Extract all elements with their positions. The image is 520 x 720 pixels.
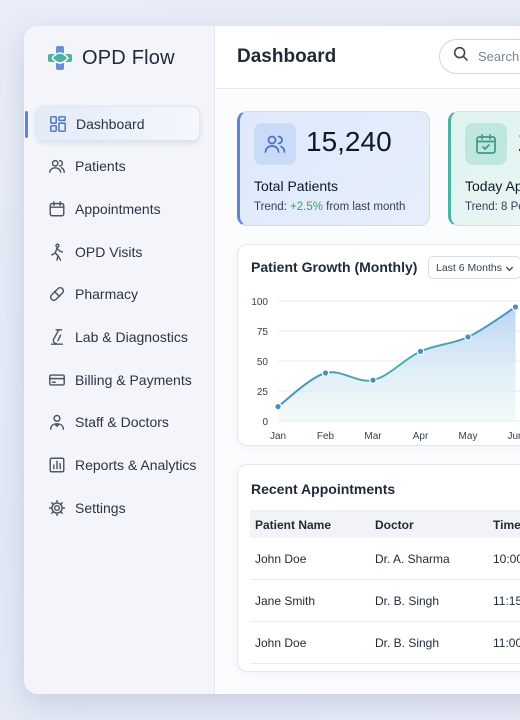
dashboard-grid-icon — [48, 114, 68, 134]
sidebar-item-label: Staff & Doctors — [75, 414, 169, 431]
doctor-cell: Dr. A. Sharma — [375, 551, 450, 566]
range-dropdown[interactable]: Last 6 Months — [428, 256, 520, 279]
sidebar-item-dashboard[interactable]: Dashboard — [25, 106, 200, 141]
table-row[interactable]: John Doe Dr. B. Singh 11:00 — [250, 622, 520, 664]
trend-suffix: from last month — [322, 201, 406, 213]
search-input[interactable]: Search — [439, 39, 520, 74]
patient-name-cell: John Doe — [255, 551, 307, 566]
table-row[interactable]: Jane Smith Dr. B. Singh 11:15 — [250, 580, 520, 622]
stat-trend: Trend: 8 Pe — [465, 201, 520, 213]
time-cell: 11:00 — [493, 635, 520, 650]
data-point — [464, 333, 472, 341]
x-tick-label: Mar — [364, 431, 382, 442]
sidebar-nav: Dashboard Patients Appointments OPD Visi… — [24, 106, 214, 533]
y-tick-label: 50 — [257, 357, 269, 368]
y-tick-label: 25 — [257, 387, 269, 398]
flask-icon — [47, 327, 67, 347]
stat-value: 15,240 — [306, 126, 392, 157]
time-cell: 11:15 — [493, 593, 520, 608]
bar-chart-icon — [47, 455, 67, 475]
trend-prefix: Trend: — [254, 201, 291, 213]
x-tick-label: Feb — [317, 431, 335, 442]
sidebar-item-label: Appointments — [75, 200, 161, 217]
y-tick-label: 0 — [262, 417, 268, 428]
stat-label: Today Ap — [465, 178, 520, 194]
sidebar-item-label: Reports & Analytics — [75, 457, 197, 473]
sidebar-item-label: OPD Visits — [75, 243, 143, 260]
series-line — [277, 306, 517, 408]
patient-name-cell: Jane Smith — [255, 593, 316, 608]
column-header[interactable]: Doctor — [375, 517, 414, 532]
doctor-cell: Dr. B. Singh — [375, 593, 440, 608]
sidebar-item-label: Dashboard — [76, 115, 145, 132]
data-point — [416, 347, 425, 356]
sidebar-item-pharmacy[interactable]: Pharmacy — [36, 277, 200, 312]
users-icon — [47, 156, 67, 176]
app-window: OPD Flow Dashboard Patients Appointments — [24, 26, 520, 694]
credit-card-icon — [47, 370, 67, 390]
sidebar: OPD Flow Dashboard Patients Appointments — [24, 26, 215, 694]
search-placeholder: Search — [478, 49, 520, 64]
x-tick-label: Apr — [413, 431, 429, 442]
main-content: Dashboard Search 15,240 Total Patients T… — [216, 26, 520, 694]
stat-card-today-appointments[interactable]: 1 Today Ap Trend: 8 Pe — [448, 111, 520, 226]
data-point — [321, 369, 330, 377]
sidebar-item-billing-payments[interactable]: Billing & Payments — [36, 362, 200, 397]
stat-label: Total Patients — [254, 178, 339, 194]
sidebar-item-lab-diagnostics[interactable]: Lab & Diagnostics — [36, 319, 200, 354]
data-point — [511, 303, 520, 311]
time-cell: 10:00 — [493, 551, 520, 566]
sidebar-item-opd-visits[interactable]: OPD Visits — [36, 234, 200, 269]
medical-cross-logo-icon — [46, 44, 74, 72]
sidebar-item-label: Pharmacy — [75, 286, 139, 303]
sidebar-item-label: Patients — [75, 158, 126, 175]
walking-person-icon — [47, 242, 67, 262]
app-logo[interactable]: OPD Flow — [46, 44, 175, 72]
appointments-title: Recent Appointments — [251, 481, 396, 497]
range-selected: Last 6 Months — [436, 261, 502, 274]
sidebar-item-appointments[interactable]: Appointments — [36, 191, 200, 226]
x-tick-label: May — [459, 431, 478, 442]
table-row[interactable]: John Doe Dr. A. Sharma 10:00 — [250, 538, 520, 580]
sidebar-item-staff-doctors[interactable]: Staff & Doctors — [36, 405, 200, 440]
sidebar-item-label: Billing & Payments — [75, 371, 192, 388]
patient-name-cell: John Doe — [255, 635, 307, 650]
sidebar-item-settings[interactable]: Settings — [36, 490, 200, 525]
top-bar: Dashboard Search — [216, 26, 520, 89]
search-icon — [452, 45, 470, 68]
app-name: OPD Flow — [82, 46, 175, 69]
recent-appointments-panel: Recent Appointments Patient Name Doctor … — [237, 464, 520, 672]
sidebar-item-patients[interactable]: Patients — [36, 149, 200, 184]
pill-icon — [47, 284, 67, 304]
page-title: Dashboard — [237, 46, 337, 67]
data-point — [274, 402, 282, 411]
doctor-icon — [47, 412, 67, 432]
trend-change: +2.5% — [290, 201, 323, 213]
users-icon — [254, 123, 296, 165]
stat-card-total-patients[interactable]: 15,240 Total Patients Trend: +2.5% from … — [237, 111, 430, 226]
sidebar-item-reports-analytics[interactable]: Reports & Analytics — [36, 448, 200, 483]
x-tick-label: Jun — [507, 431, 520, 442]
table-header: Patient Name Doctor Time — [250, 510, 520, 538]
stat-value: 1 — [517, 126, 520, 158]
calendar-icon — [47, 199, 67, 219]
calendar-check-icon — [465, 123, 507, 165]
x-tick-label: Jan — [270, 431, 286, 442]
data-point — [369, 376, 377, 385]
appointments-table: Patient Name Doctor Time John Doe Dr. A.… — [250, 510, 520, 664]
gear-icon — [47, 498, 67, 518]
patient-growth-panel: Patient Growth (Monthly) Last 6 Months 0… — [237, 244, 520, 446]
patient-growth-chart: 0 25 50 75 100 Jan Feb Mar Apr May Jun — [251, 297, 520, 442]
y-tick-label: 75 — [257, 327, 269, 338]
column-header[interactable]: Time — [493, 517, 520, 532]
sidebar-item-label: Settings — [75, 499, 126, 516]
stat-trend: Trend: +2.5% from last month — [254, 201, 405, 213]
column-header[interactable]: Patient Name — [255, 517, 332, 532]
chart-title: Patient Growth (Monthly) — [251, 259, 418, 275]
sidebar-item-label: Lab & Diagnostics — [75, 328, 188, 345]
series-area — [278, 307, 516, 421]
y-tick-label: 100 — [251, 297, 268, 308]
doctor-cell: Dr. B. Singh — [375, 635, 440, 650]
